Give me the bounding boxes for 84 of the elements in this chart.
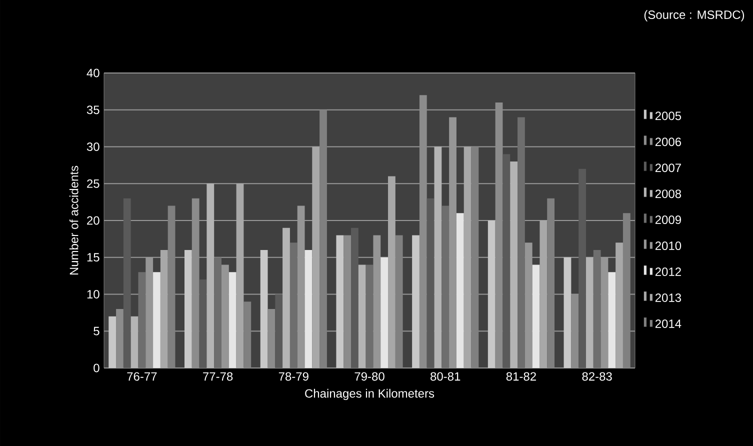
- bar: [282, 228, 290, 368]
- bar: [336, 235, 344, 368]
- bar: [434, 146, 442, 368]
- bar: [495, 102, 503, 368]
- text: (Source : MSRDC): [644, 10, 744, 22]
- x-tick-label: 76-77: [127, 372, 157, 381]
- x-tick-label: 77-78: [203, 372, 233, 381]
- y-tick-label: 10: [87, 290, 100, 298]
- legend-label: 2008: [655, 190, 682, 198]
- bar: [108, 316, 116, 368]
- y-tick-label: 5: [94, 326, 100, 336]
- bar: [304, 250, 312, 368]
- bar: [358, 264, 366, 368]
- legend-label: 2013: [655, 294, 682, 302]
- bar: [464, 146, 472, 368]
- bar: [320, 110, 327, 368]
- bar: [160, 250, 168, 368]
- bar: [419, 95, 427, 368]
- x-tick-label: 78-79: [278, 372, 308, 381]
- bar: [130, 316, 138, 368]
- legend-label: 2014: [655, 319, 682, 328]
- x-tick-label: 81-82: [506, 372, 536, 381]
- y-tick-label: 30: [86, 142, 100, 151]
- x-tick-label: 79-80: [354, 372, 384, 381]
- legend-label: 2006: [655, 138, 682, 146]
- bar: [456, 213, 464, 368]
- x-tick-label: 80-81: [430, 372, 460, 381]
- bar: [412, 235, 420, 368]
- bar: [540, 220, 548, 368]
- bar: [395, 235, 403, 368]
- bar: [532, 264, 540, 368]
- bar: [153, 272, 160, 368]
- bar: [616, 242, 623, 368]
- bar: [608, 272, 616, 368]
- y-axis-title: Number of accidents: [69, 166, 78, 275]
- bar: [571, 294, 579, 368]
- bar: [586, 257, 594, 368]
- bar: [622, 213, 630, 368]
- bar: [199, 279, 207, 368]
- x-axis-title: Chainages in Kilometers: [305, 388, 434, 400]
- y-tick-label: 15: [87, 253, 100, 262]
- bar: [192, 198, 200, 368]
- bar: [344, 235, 352, 368]
- bar: [116, 308, 124, 368]
- bar: [168, 206, 176, 368]
- bar: [442, 206, 450, 368]
- bar: [351, 228, 358, 368]
- bar: [138, 272, 146, 368]
- y-tick-label: 0: [94, 364, 100, 372]
- bar: [214, 257, 222, 368]
- bar: [312, 146, 320, 368]
- legend-label: 2010: [655, 242, 682, 250]
- bar: [578, 168, 586, 368]
- bar: [547, 198, 555, 368]
- legend-label: 2007: [655, 164, 681, 172]
- bar: [206, 184, 214, 368]
- bar: [564, 257, 572, 368]
- y-tick-label: 25: [87, 179, 100, 188]
- bar: [236, 184, 244, 368]
- legend-label: 2005: [655, 112, 682, 120]
- bar: [502, 154, 510, 368]
- legend-label: 2009: [655, 216, 681, 224]
- legend-label: 2012: [655, 268, 681, 276]
- bar: [388, 176, 396, 368]
- bar: [488, 220, 496, 368]
- bar: [593, 250, 601, 368]
- bar: [228, 272, 236, 368]
- bar: [518, 117, 525, 368]
- y-tick-label: 40: [86, 68, 100, 78]
- bar: [184, 250, 192, 368]
- bar: [244, 302, 252, 368]
- bar: [268, 308, 276, 368]
- bar: [426, 198, 434, 368]
- bar: [366, 264, 374, 368]
- x-tick-label: 82-83: [582, 372, 612, 381]
- bar: [380, 257, 388, 368]
- bar: [123, 198, 131, 368]
- bar: [510, 161, 518, 368]
- y-tick-label: 20: [87, 216, 100, 225]
- bar: [275, 294, 283, 368]
- bar: [290, 242, 298, 368]
- bar: [471, 146, 479, 368]
- y-tick-label: 35: [86, 106, 100, 114]
- bar: [260, 250, 268, 368]
